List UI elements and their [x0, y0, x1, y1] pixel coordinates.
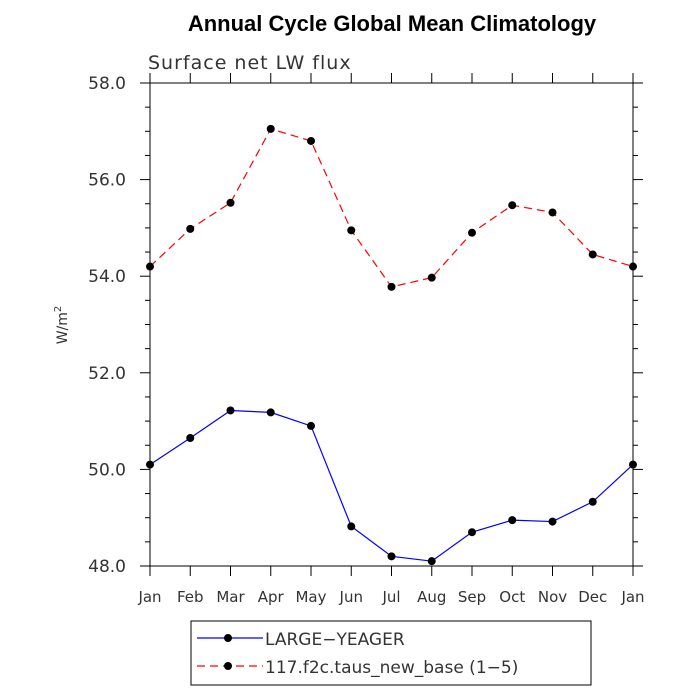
- plot-frame: [149, 82, 634, 567]
- series-0-point: [387, 552, 396, 561]
- x-tick-label: Mar: [216, 588, 245, 606]
- y-tick-label: 58.0: [88, 74, 126, 94]
- x-tick-label: Apr: [258, 588, 285, 606]
- series-layer: [146, 124, 637, 566]
- y-tick-labels: 48.0 50.0 52.0 54.0 56.0 58.0: [88, 74, 126, 577]
- plot-area: [140, 73, 643, 576]
- series-1-point: [226, 198, 235, 207]
- x-tick-label: May: [295, 588, 326, 606]
- x-tick-label: Feb: [177, 588, 204, 606]
- series-1-point: [186, 224, 195, 233]
- x-tick-labels: Jan Feb Mar Apr May Jun Jul Aug Sep Oct Nov Dec Jan: [137, 588, 644, 606]
- y-tick-label: 54.0: [88, 267, 126, 287]
- series-1-point: [387, 282, 396, 291]
- series-1-point: [468, 228, 476, 237]
- legend: LARGE−YEAGER 117.f2c.taus_new_base (1−5): [190, 620, 592, 686]
- series-0-point: [548, 517, 557, 526]
- legend-label-large-yeager: LARGE−YEAGER: [265, 630, 405, 650]
- series-0-point: [468, 528, 476, 537]
- x-tick-label: Jun: [339, 588, 363, 606]
- series-line-1: [149, 128, 634, 288]
- x-tick-label: Jul: [381, 588, 400, 606]
- axis-ticks: [140, 73, 643, 576]
- series-0-point: [307, 421, 315, 430]
- x-tick-label: Jan: [137, 588, 161, 606]
- series-1-point: [266, 124, 275, 133]
- series-0-point: [508, 516, 517, 525]
- legend-label-taus-new-base: 117.f2c.taus_new_base (1−5): [265, 658, 518, 678]
- series-1-point: [588, 250, 597, 259]
- legend-box: [190, 620, 592, 686]
- series-1-point: [548, 208, 557, 217]
- legend-marker-taus-new-base: [224, 662, 232, 670]
- x-tick-label: Jan: [620, 588, 644, 606]
- y-axis-label: W/m2: [53, 306, 71, 345]
- series-0-point: [266, 408, 275, 417]
- series-0-point: [226, 406, 235, 415]
- series-1-point: [146, 262, 154, 271]
- chart-subtitle: Surface net LW flux: [148, 52, 352, 74]
- y-axis-label-superscript: 2: [53, 306, 64, 312]
- series-0-point: [146, 460, 154, 469]
- series-0-point: [629, 460, 637, 469]
- x-tick-label: Oct: [499, 588, 525, 606]
- series-1-point: [347, 226, 356, 235]
- chart-title: Annual Cycle Global Mean Climatology: [188, 11, 597, 36]
- y-tick-label: 52.0: [88, 364, 126, 384]
- x-tick-label: Sep: [458, 588, 486, 606]
- series-0-point: [427, 557, 436, 566]
- series-1-point: [508, 201, 517, 210]
- series-0-point: [588, 497, 597, 506]
- legend-marker-large-yeager: [224, 634, 232, 642]
- x-tick-label: Aug: [417, 588, 446, 606]
- y-tick-label: 48.0: [88, 557, 126, 577]
- series-0-point: [186, 434, 195, 443]
- series-0-point: [347, 522, 356, 531]
- series-1-point: [307, 136, 315, 145]
- series-1-point: [629, 262, 637, 271]
- y-tick-label: 56.0: [88, 171, 126, 191]
- x-tick-label: Dec: [578, 588, 607, 606]
- y-tick-label: 50.0: [88, 460, 126, 480]
- series-line-0: [149, 409, 634, 562]
- x-tick-label: Nov: [538, 588, 567, 606]
- series-1-point: [427, 273, 436, 282]
